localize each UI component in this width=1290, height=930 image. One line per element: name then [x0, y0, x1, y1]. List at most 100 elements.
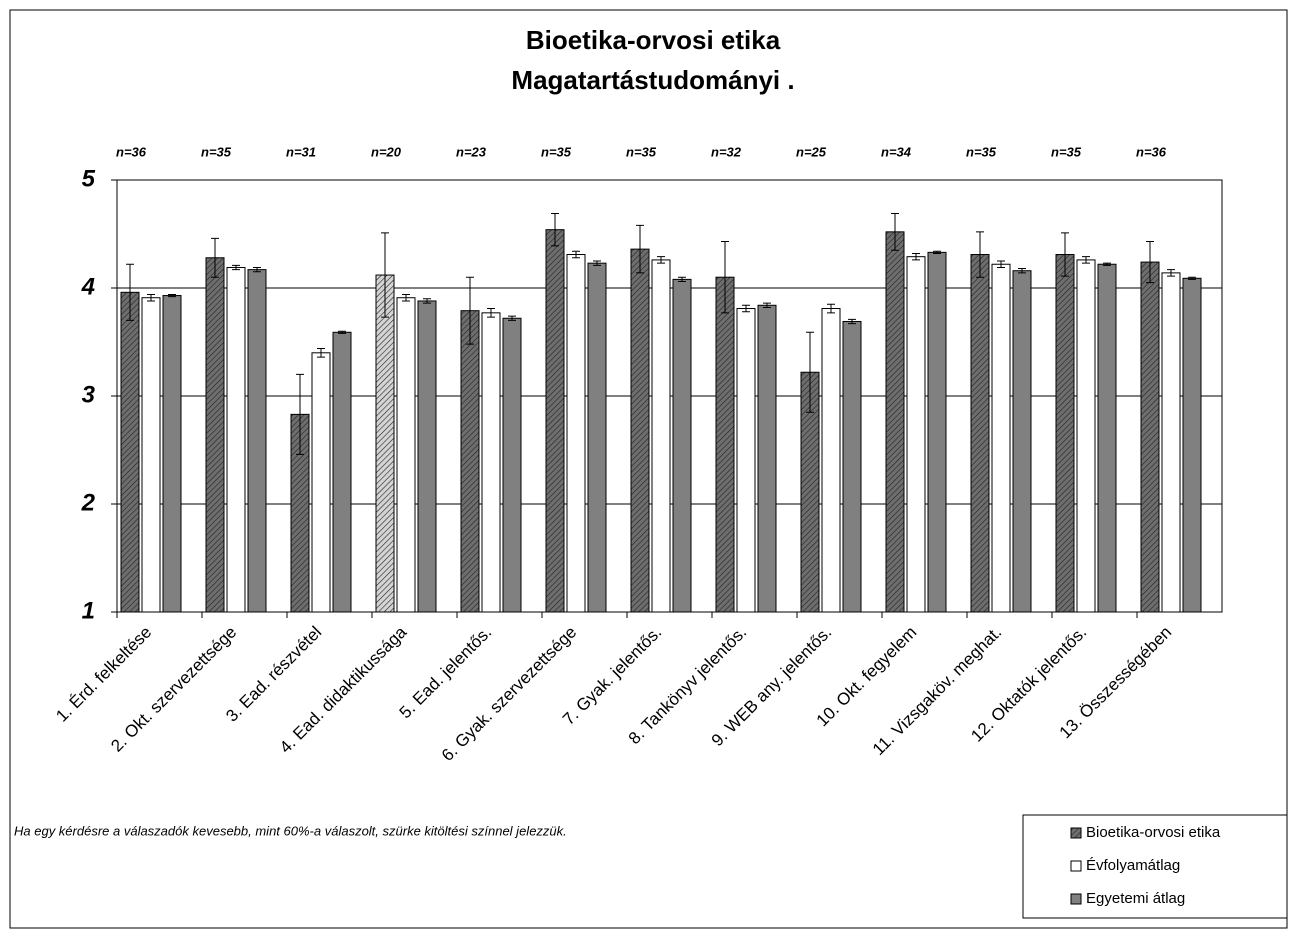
n-label: n=36 — [116, 144, 147, 159]
bar — [630, 248, 650, 613]
bar — [375, 274, 395, 613]
error-bar — [338, 330, 346, 334]
bar — [736, 308, 756, 613]
bar — [460, 310, 480, 613]
error-bar — [508, 315, 516, 321]
error-bar — [423, 298, 431, 304]
bar — [1140, 261, 1160, 613]
bar — [970, 254, 990, 613]
error-bar — [933, 250, 941, 254]
error-bar — [1082, 256, 1090, 264]
y-tick-label: 2 — [81, 489, 96, 516]
bar — [651, 259, 671, 613]
legend-label: Egyetemi átlag — [1086, 890, 1185, 907]
bar — [481, 312, 501, 613]
error-bar — [551, 212, 559, 247]
error-bar — [381, 232, 389, 318]
error-bar — [572, 250, 580, 259]
error-bar — [742, 304, 750, 313]
y-tick-label: 3 — [82, 381, 96, 408]
bar — [906, 256, 926, 613]
y-tick-label: 1 — [82, 597, 95, 624]
error-bar — [1103, 262, 1111, 266]
bar — [1076, 259, 1096, 613]
error-bar — [1146, 241, 1154, 284]
bar — [991, 263, 1011, 613]
n-label: n=32 — [711, 144, 742, 159]
error-bar — [997, 260, 1005, 268]
bar — [885, 231, 905, 613]
error-bar — [487, 308, 495, 318]
error-bar — [593, 260, 601, 266]
error-bar — [253, 266, 261, 273]
bar — [545, 229, 565, 613]
bar — [1182, 277, 1202, 613]
y-tick-label: 4 — [81, 273, 95, 300]
n-label: n=35 — [966, 144, 997, 159]
legend-swatch — [1070, 893, 1082, 905]
legend-swatch — [1070, 860, 1082, 872]
error-bar — [912, 252, 920, 261]
bar — [226, 266, 246, 613]
n-label: n=23 — [456, 144, 487, 159]
error-bar — [678, 276, 686, 283]
error-bar — [1061, 232, 1069, 277]
legend-label: Bioetika-orvosi etika — [1086, 824, 1221, 841]
bar — [715, 276, 735, 613]
n-label: n=20 — [371, 144, 402, 159]
n-label: n=35 — [626, 144, 657, 159]
bar — [417, 300, 437, 613]
y-tick-label: 5 — [82, 165, 96, 192]
error-bar — [891, 212, 899, 251]
error-bar — [1188, 276, 1196, 280]
bar — [311, 352, 331, 613]
legend-swatch — [1070, 827, 1082, 839]
bar — [672, 278, 692, 613]
bar — [162, 295, 182, 613]
bar — [927, 251, 947, 613]
bar — [587, 262, 607, 613]
n-label: n=34 — [881, 144, 912, 159]
bar — [332, 331, 352, 613]
error-bar — [232, 264, 240, 271]
error-bar — [466, 276, 474, 345]
error-bar — [636, 224, 644, 274]
error-bar — [317, 347, 325, 358]
error-bar — [402, 293, 410, 302]
legend-label: Évfolyamátlag — [1086, 857, 1180, 874]
bar — [205, 257, 225, 613]
bar — [247, 269, 267, 613]
error-bar — [211, 237, 219, 278]
n-label: n=35 — [1051, 144, 1082, 159]
error-bar — [1018, 268, 1026, 274]
bar — [757, 304, 777, 613]
bar — [1055, 254, 1075, 613]
bar — [1012, 270, 1032, 613]
n-label: n=35 — [201, 144, 232, 159]
chart-title: Bioetika-orvosi etika — [526, 25, 781, 55]
error-bar — [1167, 269, 1175, 277]
error-bar — [827, 303, 835, 314]
n-label: n=31 — [286, 144, 316, 159]
error-bar — [848, 318, 856, 325]
n-label: n=36 — [1136, 144, 1167, 159]
bar — [1097, 263, 1117, 613]
bar — [120, 291, 140, 613]
error-bar — [976, 231, 984, 278]
bar — [502, 317, 522, 613]
error-bar — [721, 241, 729, 314]
bar — [396, 297, 416, 613]
error-bar — [657, 256, 665, 264]
bar — [842, 320, 862, 613]
error-bar — [168, 293, 176, 298]
bar — [566, 254, 586, 613]
bar — [821, 308, 841, 613]
error-bar — [296, 373, 304, 455]
note: Ha egy kérdésre a válaszadók kevesebb, m… — [14, 823, 567, 838]
bar — [141, 297, 161, 613]
n-label: n=25 — [796, 144, 827, 159]
error-bar — [126, 263, 134, 321]
chart-title: Magatartástudományi . — [511, 65, 794, 95]
legend-box — [1022, 814, 1288, 919]
